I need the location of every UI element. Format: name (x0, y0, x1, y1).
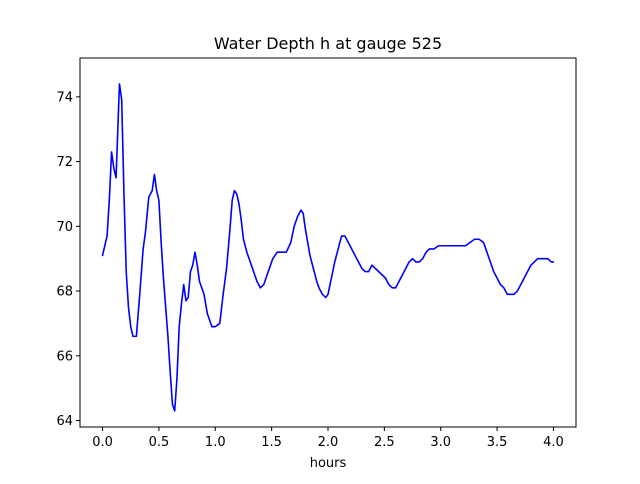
x-tick-label: 3.5 (487, 435, 508, 450)
y-tick-label: 66 (56, 349, 73, 364)
x-tick-label: 4.0 (543, 435, 564, 450)
y-tick-label: 70 (56, 220, 73, 235)
y-tick-label: 68 (56, 285, 73, 300)
x-axis-label: hours (310, 456, 347, 471)
x-tick-label: 1.5 (261, 435, 282, 450)
x-tick-label: 1.0 (205, 435, 226, 450)
plot-lines (101, 83, 555, 412)
chart-title: Water Depth h at gauge 525 (214, 34, 442, 53)
x-axis: 0.0 0.5 1.0 1.5 2.0 2.5 3.0 3.5 4.0 (92, 427, 564, 450)
y-tick-label: 72 (56, 155, 73, 170)
x-tick-label: 2.0 (318, 435, 339, 450)
x-tick-label: 2.5 (374, 435, 395, 450)
y-tick-label: 64 (56, 414, 73, 429)
plot-area-frame (79, 57, 577, 428)
series-line-0 (101, 83, 555, 412)
x-tick-label: 0.0 (92, 435, 113, 450)
x-tick-label: 0.5 (149, 435, 170, 450)
y-tick-label: 74 (56, 90, 73, 105)
x-tick-label: 3.0 (430, 435, 451, 450)
y-axis: 64 66 68 70 72 74 (56, 90, 80, 429)
